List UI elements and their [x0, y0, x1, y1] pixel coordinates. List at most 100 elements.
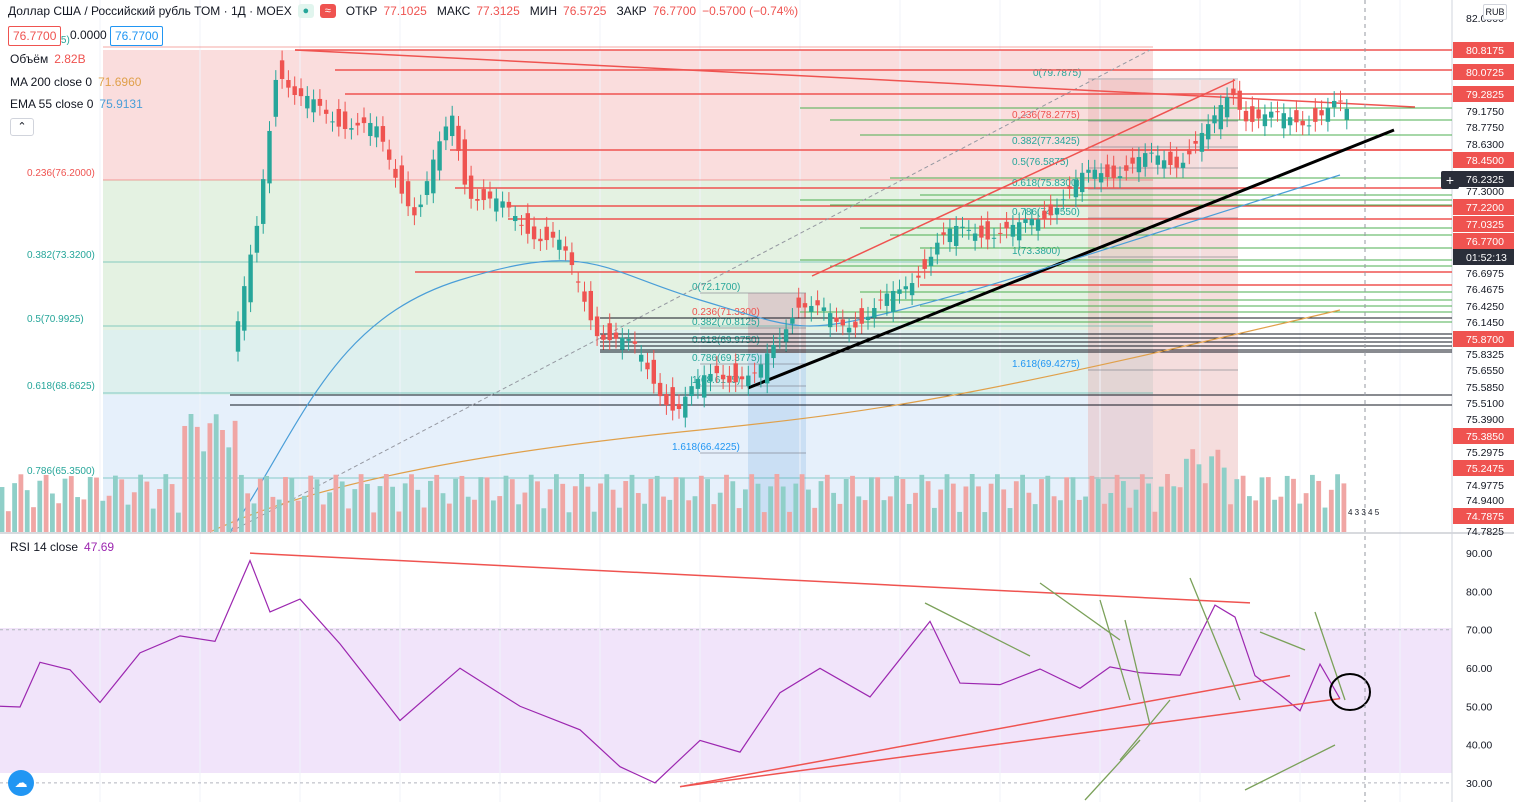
- tradingview-logo-icon[interactable]: ☁: [8, 770, 34, 796]
- volume-bar: [1039, 479, 1044, 532]
- candle-body: [1004, 221, 1009, 229]
- volume-bar: [950, 483, 956, 532]
- volume-bar: [1259, 477, 1265, 532]
- rsi-sketch-line: [1124, 619, 1151, 726]
- candle-body: [1155, 155, 1160, 165]
- candle-body: [714, 365, 719, 374]
- fib-mid-label: 0.236(71.3300): [692, 307, 760, 318]
- volume-bar: [969, 474, 975, 532]
- ma-legend[interactable]: MA 200 close 0 71.6960: [10, 75, 141, 89]
- collapse-legend-button[interactable]: ⌃: [10, 118, 34, 136]
- candle-body: [500, 201, 505, 208]
- volume-bar: [415, 489, 421, 532]
- candle-body: [670, 387, 675, 411]
- candle-body: [305, 95, 310, 109]
- volume-bar: [843, 479, 849, 532]
- volume-bar: [371, 512, 377, 532]
- price-axis-tag: [1453, 199, 1514, 215]
- sell-price-box[interactable]: 76.7700: [8, 26, 62, 46]
- volume-bar: [1215, 449, 1221, 532]
- candle-body: [765, 353, 770, 384]
- add-alert-button[interactable]: +: [1441, 171, 1459, 189]
- candle-body: [1313, 108, 1318, 122]
- volume-bar: [125, 504, 131, 532]
- candle-body: [380, 126, 386, 142]
- candle-body: [462, 139, 467, 185]
- volume-bar: [1020, 474, 1025, 532]
- candle-body: [865, 316, 871, 320]
- candle-body: [1067, 186, 1072, 189]
- buy-price-box[interactable]: 76.7700: [110, 26, 164, 46]
- candle-body: [1262, 114, 1268, 127]
- volume-bar: [390, 486, 395, 532]
- candle-body: [317, 98, 323, 106]
- open-value: 77.1025: [383, 4, 427, 18]
- candle-body: [727, 375, 732, 383]
- volume-bar: [1228, 504, 1233, 532]
- candle-body: [1042, 210, 1047, 219]
- volume-bar: [787, 511, 792, 532]
- volume-bar: [81, 499, 87, 532]
- price-axis-label: 01:52:13: [1466, 252, 1507, 264]
- price-axis-label: 75.8700: [1466, 334, 1504, 346]
- candle-body: [468, 175, 474, 199]
- volume-bar: [1152, 511, 1158, 532]
- candle-body: [601, 334, 606, 340]
- volume-bar: [944, 474, 950, 532]
- candle-body: [1174, 156, 1179, 168]
- volume-bar: [295, 500, 301, 532]
- volume-bar: [1146, 483, 1151, 532]
- price-axis-tag: [1453, 152, 1514, 168]
- volume-bar: [1127, 507, 1133, 532]
- candle-body: [1237, 90, 1242, 110]
- price-axis-label: 74.7875: [1466, 511, 1504, 523]
- volume-bar: [554, 474, 559, 532]
- price-axis-label: 80.8175: [1466, 45, 1504, 57]
- candle-body: [450, 115, 455, 137]
- rsi-legend[interactable]: RSI 14 close 47.69: [10, 540, 114, 554]
- price-axis-label: 76.7700: [1466, 236, 1504, 248]
- volume-bar: [201, 451, 206, 532]
- candle-body: [998, 232, 1003, 234]
- candle-body: [342, 111, 348, 130]
- candle-body: [1306, 125, 1312, 127]
- price-axis-label: 74.7825: [1466, 526, 1504, 538]
- volume-bar: [768, 486, 773, 532]
- volume-bar: [661, 496, 666, 532]
- volume-bar: [472, 499, 477, 532]
- candle-body: [437, 141, 442, 171]
- volume-bar: [497, 496, 503, 532]
- volume-bar: [484, 477, 490, 532]
- market-open-icon: ●: [297, 4, 314, 18]
- ema-legend[interactable]: EMA 55 close 0 75.9131: [10, 97, 143, 111]
- rsi-axis-label: 90.00: [1466, 548, 1492, 560]
- candle-body: [979, 225, 984, 238]
- ema-value: 75.9131: [99, 97, 143, 111]
- volume-bar: [440, 493, 446, 532]
- price-axis-label: 75.2475: [1466, 463, 1504, 475]
- candle-body: [954, 225, 959, 246]
- candle-body: [1319, 110, 1324, 116]
- currency-label[interactable]: RUB: [1483, 4, 1507, 20]
- candle-body: [1243, 110, 1249, 122]
- symbol-title[interactable]: Доллар США / Российский рубль ТОМ · 1Д ·…: [8, 4, 292, 18]
- candle-body: [897, 289, 902, 294]
- candle-body: [405, 181, 411, 207]
- price-axis-tag: [1453, 86, 1514, 102]
- candle-body: [639, 354, 644, 362]
- candle-body: [695, 378, 701, 389]
- candle-body: [292, 86, 297, 95]
- volume-bar: [635, 493, 641, 532]
- data-flag-icon[interactable]: ≈: [319, 4, 336, 18]
- candle-body: [298, 88, 304, 97]
- volume-bar: [736, 508, 742, 532]
- volume-bar: [629, 474, 635, 532]
- candle-body: [853, 321, 858, 328]
- events-badge: 4 3 3 4 5: [1348, 508, 1380, 517]
- candle-body: [1193, 140, 1198, 144]
- volume-bar: [1158, 486, 1164, 532]
- volume-legend[interactable]: Объём 2.82B: [10, 52, 86, 66]
- candle-body: [1287, 117, 1293, 126]
- volume-bar: [667, 499, 673, 532]
